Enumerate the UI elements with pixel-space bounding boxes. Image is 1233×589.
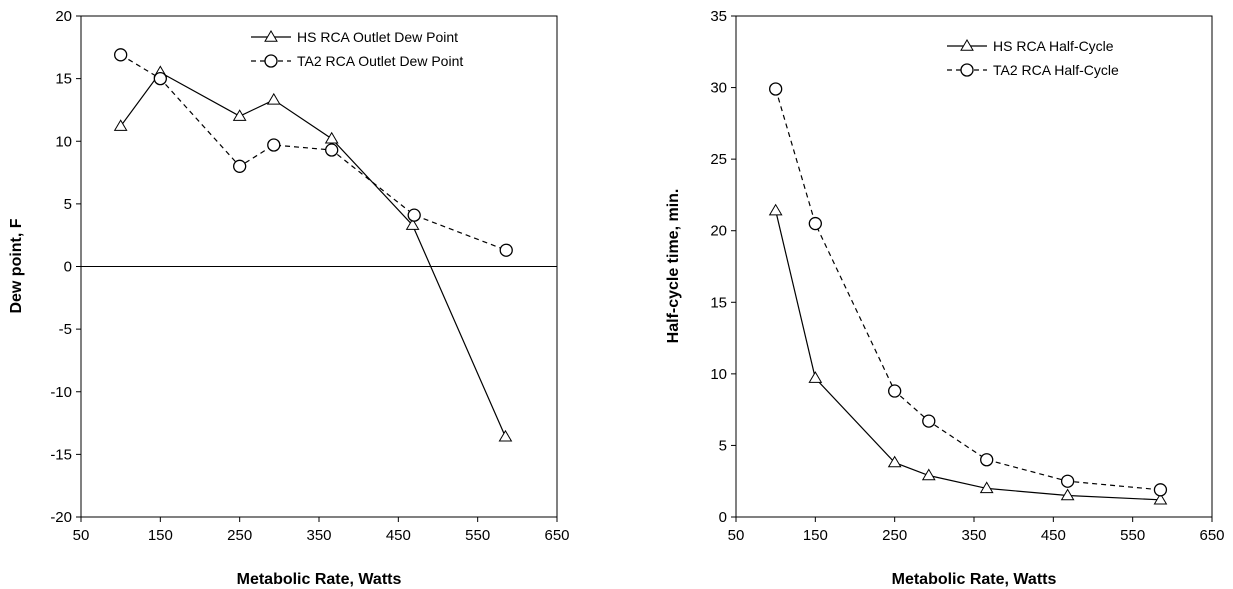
data-point-hs <box>266 92 281 105</box>
series-line-ta2 <box>775 88 1161 491</box>
plot-frame <box>735 15 1213 518</box>
y-tick-label: 30 <box>710 80 727 97</box>
x-tick-label: 50 <box>728 527 745 544</box>
data-point-hs <box>405 218 420 230</box>
y-tick-label: -20 <box>50 509 72 526</box>
y-axis-label: Dew point, F <box>8 218 25 313</box>
data-point-hs <box>887 455 902 468</box>
y-tick-label: 0 <box>64 259 72 276</box>
data-point-ta2 <box>325 143 339 157</box>
data-point-hs <box>324 131 339 144</box>
y-tick-label: 25 <box>710 151 727 168</box>
data-point-ta2 <box>267 138 281 152</box>
data-point-hs <box>768 203 783 216</box>
x-tick-label: 650 <box>544 527 569 544</box>
data-point-ta2 <box>1153 483 1168 497</box>
series-line-hs <box>120 71 506 438</box>
legend-marker <box>264 54 278 68</box>
data-point-ta2 <box>153 71 167 86</box>
data-point-hs <box>1153 492 1168 505</box>
y-tick-label: 10 <box>55 133 72 150</box>
x-tick-label: 350 <box>306 527 331 544</box>
x-tick-label: 450 <box>386 527 411 544</box>
y-tick-label: 10 <box>710 366 727 383</box>
x-tick-label: 350 <box>961 527 986 544</box>
x-tick-label: 250 <box>227 527 252 544</box>
y-tick-label: 0 <box>719 509 727 526</box>
data-point-ta2 <box>980 453 994 467</box>
data-point-ta2 <box>233 159 247 173</box>
x-axis-label: Metabolic Rate, Watts <box>892 571 1057 588</box>
y-tick-label: 15 <box>710 294 727 311</box>
data-point-hs <box>232 109 247 121</box>
half-cycle-chart: 50 150 250 350 450 550 650 0 5 10 15 20 25 30 35 Metabo… <box>665 8 1225 588</box>
x-tick-label: 650 <box>1199 527 1224 544</box>
y-tick-label: 15 <box>55 71 72 88</box>
legend-label: HS RCA Half-Cycle <box>993 38 1114 54</box>
data-point-hs <box>921 468 936 481</box>
y-tick-label: -5 <box>59 321 72 338</box>
data-point-ta2 <box>1060 474 1075 488</box>
legend-label: TA2 RCA Outlet Dew Point <box>297 53 463 69</box>
x-axis-label: Metabolic Rate, Watts <box>237 571 402 588</box>
dew-point-chart: 50 150 250 350 450 550 650 -20 -15 -10 -5 0 5 10 15 20 M… <box>8 8 570 588</box>
data-point-hs <box>808 371 823 383</box>
y-tick-label: 5 <box>719 437 727 454</box>
x-tick-label: 550 <box>465 527 490 544</box>
legend-label: HS RCA Outlet Dew Point <box>297 29 458 45</box>
x-tick-label: 450 <box>1041 527 1066 544</box>
series-line-hs <box>775 210 1161 501</box>
x-tick-label: 50 <box>73 527 90 544</box>
data-point-ta2 <box>769 82 783 96</box>
data-point-hs <box>113 119 128 131</box>
y-tick-label: 20 <box>710 223 727 240</box>
data-point-ta2 <box>407 208 421 222</box>
y-tick-label: 35 <box>710 8 727 25</box>
data-point-hs <box>1060 488 1075 501</box>
series-line-ta2 <box>120 54 507 251</box>
legend-marker <box>264 30 278 42</box>
legend-label: TA2 RCA Half-Cycle <box>993 62 1119 78</box>
y-tick-label: -15 <box>50 446 72 463</box>
data-point-hs <box>498 429 513 442</box>
data-point-ta2 <box>114 48 128 62</box>
y-tick-label: -10 <box>50 384 72 401</box>
data-point-hs <box>979 481 994 494</box>
x-tick-label: 550 <box>1120 527 1145 544</box>
y-axis-label: Half-cycle time, min. <box>665 189 682 344</box>
data-point-ta2 <box>888 384 902 398</box>
data-point-ta2 <box>808 216 822 231</box>
legend-marker <box>960 39 974 51</box>
y-tick-label: 5 <box>64 196 72 213</box>
data-point-ta2 <box>499 243 513 257</box>
x-tick-label: 250 <box>882 527 907 544</box>
x-tick-label: 150 <box>148 527 173 544</box>
data-point-ta2 <box>922 414 936 428</box>
x-tick-label: 150 <box>803 527 828 544</box>
y-tick-label: 20 <box>55 8 72 25</box>
legend-marker <box>960 63 974 77</box>
